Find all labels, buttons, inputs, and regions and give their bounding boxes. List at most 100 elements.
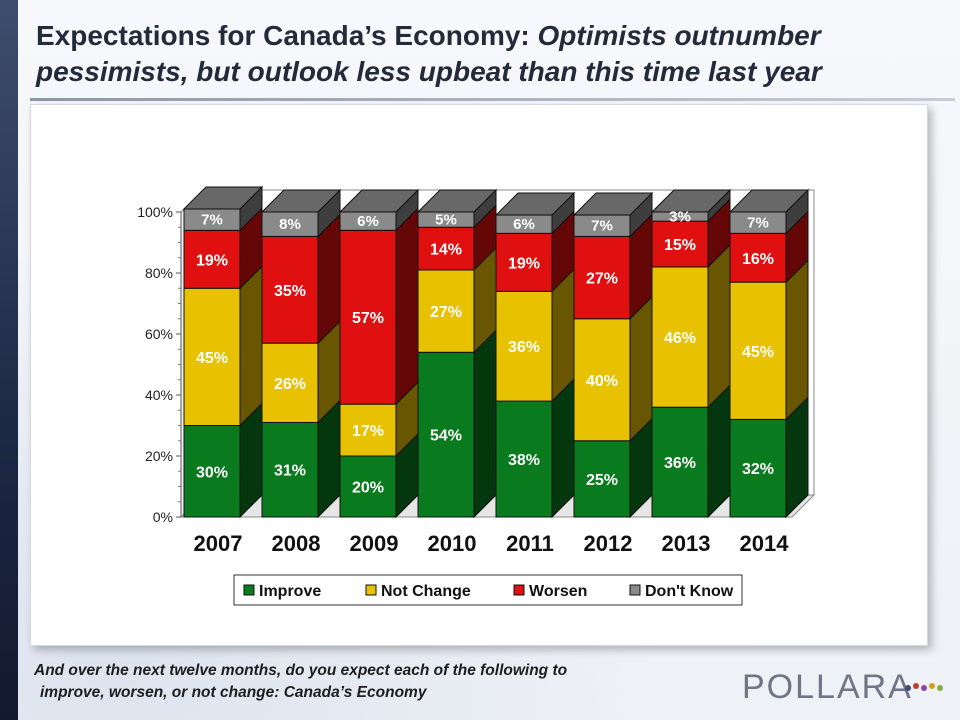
title-divider: [30, 98, 955, 101]
data-label: 27%: [586, 271, 618, 288]
data-label: 36%: [508, 339, 540, 356]
bar-top: [572, 192, 654, 216]
bar-segment: [651, 220, 709, 268]
pollara-logo: POLLARA: [742, 668, 913, 706]
data-label: 38%: [508, 452, 540, 469]
bar-segment: [183, 425, 241, 518]
data-label: 6%: [513, 216, 535, 233]
data-label: 15%: [664, 237, 696, 254]
data-label: 16%: [742, 251, 774, 268]
legend-swatch: [243, 584, 255, 596]
bar-top: [650, 189, 732, 213]
data-label: 6%: [357, 213, 379, 230]
bar-segment: [183, 229, 241, 289]
y-tick-label: 100%: [137, 204, 173, 220]
data-label: 31%: [274, 463, 306, 480]
bar-segment: [417, 269, 475, 353]
left-accent-bar: [0, 0, 18, 720]
y-tick-label: 20%: [145, 448, 173, 464]
data-label: 5%: [435, 212, 457, 229]
x-category-label: 2013: [662, 531, 711, 556]
bar-segment-side: [707, 243, 731, 409]
data-label: 14%: [430, 242, 462, 259]
x-category-label: 2009: [350, 531, 399, 556]
data-label: 45%: [742, 344, 774, 361]
bar-segment-side: [395, 207, 419, 406]
data-label: 19%: [508, 255, 540, 272]
bar-segment-side: [551, 377, 575, 519]
bar-segment: [495, 400, 553, 518]
data-label: 36%: [664, 455, 696, 472]
data-label: 17%: [352, 423, 384, 440]
legend-label: Worsen: [529, 583, 587, 600]
y-tick-label: 80%: [145, 265, 173, 281]
bar-segment: [261, 342, 319, 423]
y-tick-label: 0%: [153, 509, 173, 525]
data-label: 7%: [747, 215, 769, 232]
bar-segment: [573, 440, 631, 518]
data-label: 54%: [430, 428, 462, 445]
data-label: 32%: [742, 461, 774, 478]
data-label: 40%: [586, 373, 618, 390]
data-label: 27%: [430, 304, 462, 321]
data-label: 35%: [274, 283, 306, 300]
question-line-1: And over the next twelve months, do you …: [34, 662, 568, 679]
x-category-label: 2008: [272, 531, 321, 556]
bar-segment: [495, 290, 553, 402]
slide-title: Expectations for Canada’s Economy: Optim…: [36, 18, 946, 90]
data-label: 25%: [586, 472, 618, 489]
legend-swatch: [365, 584, 377, 596]
legend-label: Improve: [259, 583, 321, 600]
bar-top: [494, 192, 576, 216]
data-label: 26%: [274, 376, 306, 393]
legend-label: Don't Know: [645, 583, 734, 600]
y-tick-label: 40%: [145, 387, 173, 403]
data-label: 7%: [201, 212, 223, 229]
legend-label: Not Change: [381, 583, 471, 600]
data-label: 45%: [196, 350, 228, 367]
data-label: 57%: [352, 310, 384, 327]
bar-top: [338, 189, 420, 213]
data-label: 19%: [196, 252, 228, 269]
bar-segment: [339, 403, 397, 457]
bar-segment: [729, 281, 787, 420]
bar-segment-side: [785, 258, 809, 421]
data-label: 46%: [664, 330, 696, 347]
x-category-label: 2010: [428, 531, 477, 556]
y-tick-label: 60%: [145, 326, 173, 342]
bar-segment: [651, 406, 709, 518]
bar-top: [182, 186, 264, 210]
data-label: 20%: [352, 480, 384, 497]
title-subtitle: Optimists outnumber pessimists, but outl…: [36, 20, 822, 87]
bar-segment-side: [473, 329, 497, 519]
bar-segment: [261, 211, 319, 237]
x-category-label: 2011: [506, 531, 554, 556]
bar-segment-side: [629, 295, 653, 442]
bar-segment-side: [239, 265, 263, 427]
chart-panel: 0% 20% 40% 60% 80% 100% 30% 45% 19% 7% 2007 31% 26% 3…: [30, 104, 928, 646]
data-label: 3%: [669, 209, 691, 226]
legend-swatch: [629, 584, 641, 596]
survey-question: And over the next twelve months, do you …: [34, 660, 734, 704]
bar-segment: [495, 232, 553, 292]
bar-segment-side: [707, 383, 731, 519]
bar-top: [260, 189, 342, 213]
bar-top: [728, 189, 810, 213]
legend-box: [233, 574, 743, 606]
bar-segment: [183, 287, 241, 426]
logo-dots-icon: [905, 683, 943, 691]
bar-segment: [339, 229, 397, 405]
data-label: 30%: [196, 464, 228, 481]
x-category-label: 2014: [740, 531, 790, 556]
title-main: Expectations for Canada’s Economy:: [36, 20, 530, 51]
bar-top: [416, 189, 498, 213]
legend-swatch: [513, 584, 525, 596]
question-line-2: improve, worsen, or not change: Canada’s…: [40, 684, 427, 701]
stacked-bar-chart: 0% 20% 40% 60% 80% 100% 30% 45% 19% 7% 2007 31% 26% 3…: [137, 185, 816, 606]
bar-segment: [417, 351, 475, 518]
bar-segment: [729, 418, 787, 518]
bar-segment-side: [551, 268, 575, 403]
x-category-label: 2007: [194, 531, 243, 556]
data-label: 8%: [279, 216, 301, 233]
data-label: 7%: [591, 218, 613, 235]
